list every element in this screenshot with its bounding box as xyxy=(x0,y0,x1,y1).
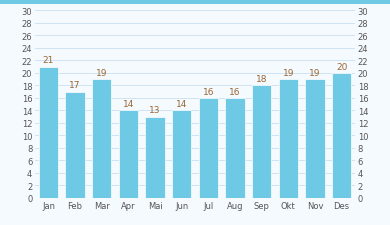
Bar xyxy=(332,74,351,198)
Text: 18: 18 xyxy=(256,75,268,84)
Text: 17: 17 xyxy=(69,81,81,90)
Text: 20: 20 xyxy=(336,62,347,71)
Bar xyxy=(225,98,245,198)
Bar xyxy=(119,111,138,198)
Text: 14: 14 xyxy=(176,100,187,109)
Text: 14: 14 xyxy=(123,100,134,109)
Bar xyxy=(252,86,271,198)
Text: 21: 21 xyxy=(43,56,54,65)
Text: 19: 19 xyxy=(96,69,108,78)
Text: 13: 13 xyxy=(149,106,161,115)
Text: 19: 19 xyxy=(282,69,294,78)
Bar xyxy=(145,117,165,198)
Bar xyxy=(92,80,111,198)
Bar xyxy=(39,67,58,198)
Bar xyxy=(279,80,298,198)
Bar xyxy=(172,111,191,198)
Text: 19: 19 xyxy=(309,69,321,78)
Bar xyxy=(305,80,324,198)
Bar xyxy=(66,92,85,198)
Text: 16: 16 xyxy=(229,87,241,96)
Text: 16: 16 xyxy=(202,87,214,96)
Bar xyxy=(199,98,218,198)
